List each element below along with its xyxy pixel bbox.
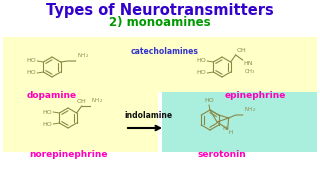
Text: Types of Neurotransmitters: Types of Neurotransmitters xyxy=(46,3,274,18)
Text: NH$_2$: NH$_2$ xyxy=(91,96,103,105)
Text: HO: HO xyxy=(196,71,206,75)
Text: 2) monoamines: 2) monoamines xyxy=(109,16,211,29)
Text: HO: HO xyxy=(27,58,36,64)
Text: NH$_2$: NH$_2$ xyxy=(244,105,256,114)
Text: HO: HO xyxy=(204,98,214,103)
Text: indolamine: indolamine xyxy=(124,111,172,120)
FancyBboxPatch shape xyxy=(3,92,158,152)
Text: CH$_3$: CH$_3$ xyxy=(244,67,255,76)
Text: HO: HO xyxy=(43,122,52,127)
FancyBboxPatch shape xyxy=(3,37,317,92)
FancyBboxPatch shape xyxy=(162,92,317,152)
Text: catecholamines: catecholamines xyxy=(131,48,199,57)
Text: HO: HO xyxy=(43,109,52,114)
Text: dopamine: dopamine xyxy=(27,91,77,100)
Text: HO: HO xyxy=(196,58,206,64)
Text: NH$_2$: NH$_2$ xyxy=(77,51,89,60)
Text: HN: HN xyxy=(244,61,253,66)
Text: epinephrine: epinephrine xyxy=(224,91,286,100)
Text: H: H xyxy=(229,130,233,135)
Text: N: N xyxy=(222,127,227,132)
Text: OH: OH xyxy=(237,48,246,53)
Text: norepinephrine: norepinephrine xyxy=(29,150,107,159)
Text: serotonin: serotonin xyxy=(198,150,246,159)
Text: HO: HO xyxy=(27,71,36,75)
Text: OH: OH xyxy=(77,99,86,104)
